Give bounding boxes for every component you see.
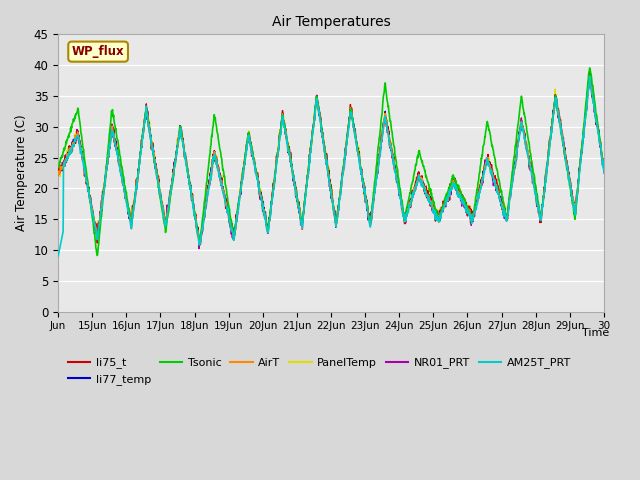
Text: WP_flux: WP_flux (72, 45, 124, 58)
Y-axis label: Air Temperature (C): Air Temperature (C) (15, 115, 28, 231)
Legend: li75_t, li77_temp, Tsonic, AirT, PanelTemp, NR01_PRT, AM25T_PRT: li75_t, li77_temp, Tsonic, AirT, PanelTe… (64, 353, 575, 389)
Text: Time: Time (582, 328, 609, 338)
Title: Air Temperatures: Air Temperatures (271, 15, 390, 29)
